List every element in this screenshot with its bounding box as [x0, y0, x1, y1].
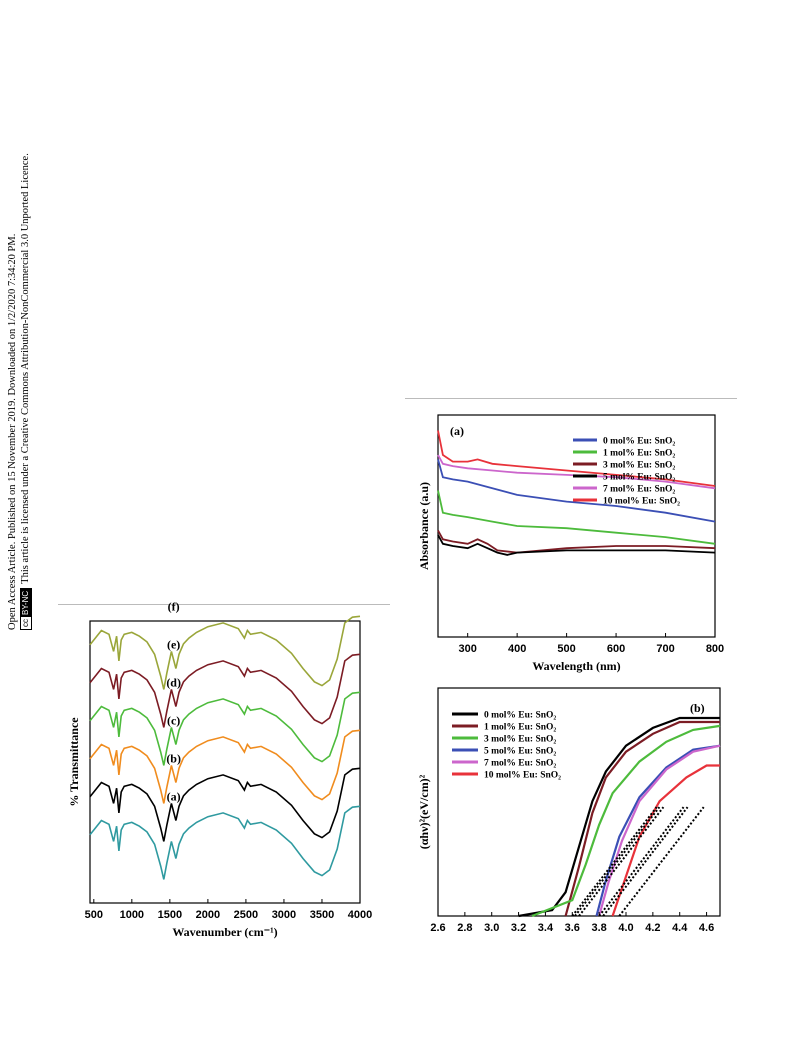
abs-series-line: [437, 459, 716, 523]
ftir-xtick-label: 3500: [310, 909, 334, 921]
ftir-xtick-label: 1500: [158, 909, 182, 921]
abs-xtick-label: 600: [607, 643, 625, 655]
licence-line-text: This article is licensed under a Creativ…: [20, 153, 31, 584]
ftir-xtick-label: 3000: [272, 909, 296, 921]
ftir-series-label: (c): [167, 713, 180, 727]
abs-frame: [437, 414, 716, 638]
ftir-frame: [89, 620, 361, 904]
abs-legend-entry: 3 mol% Eu: SnO₂: [603, 461, 675, 471]
tauc-series-line: [598, 744, 721, 917]
tauc-xtick-label: 3.0: [484, 922, 499, 934]
tauc-series-line: [531, 724, 721, 918]
ftir-series-line: [89, 729, 361, 804]
ftir-series-label: (a): [167, 789, 181, 803]
tauc-xtick-label: 4.6: [699, 922, 714, 934]
abs-series-line: [437, 529, 716, 554]
abs-series-line: [437, 430, 716, 487]
tauc-xtick-label: 4.0: [618, 922, 633, 934]
abs-xlabel: Wavelength (nm): [532, 659, 620, 673]
abs-legend-entry: 7 mol% Eu: SnO₂: [603, 485, 675, 495]
tauc-panel-label: (b): [690, 701, 705, 715]
abs-series-line: [437, 454, 716, 490]
access-line: Open Access Article. Published on 15 Nov…: [7, 233, 18, 630]
abs-legend-entry: 1 mol% Eu: SnO₂: [603, 449, 675, 459]
tauc-series-line: [564, 720, 720, 917]
ftir-series-label: (e): [167, 637, 180, 651]
tauc-legend-entry: 1 mol% Eu: SnO₂: [484, 723, 556, 733]
tauc-fit-line: [578, 806, 665, 917]
abs-ylabel: Absorbance (a.u): [417, 482, 431, 570]
ftir-xtick-label: 2500: [234, 909, 258, 921]
tauc-legend-entry: 3 mol% Eu: SnO₂: [484, 735, 556, 745]
abs-xtick-label: 800: [706, 643, 724, 655]
cc-badge-text: cc: [20, 619, 30, 627]
ftir-series-label: (b): [166, 751, 181, 765]
ftir-chart: (f) (e) (d) (c) (b) (a) 500 1000 1500 2000 2500 300…: [67, 599, 372, 939]
tauc-ylabel: (αhν)²(eV/cm)²: [417, 774, 431, 849]
cc-badge-terms: BY-NC: [20, 588, 31, 617]
abs-series-line: [437, 490, 716, 545]
cc-by-nc-icon: cc BY-NC: [19, 587, 32, 630]
absorbance-plot-area: 300 400 500 600 700 800 Wavelength (nm) Absorba…: [417, 414, 724, 673]
tauc-fit-line: [574, 806, 661, 917]
licence-sidebar: Open Access Article. Published on 15 Nov…: [6, 110, 42, 630]
tauc-fit-line: [571, 806, 658, 917]
tauc-fit-line: [602, 806, 689, 917]
tauc-xtick-label: 4.4: [672, 922, 688, 934]
ftir-xtick-label: 1000: [120, 909, 144, 921]
tauc-xtick-label: 3.8: [591, 922, 606, 934]
abs-xtick-label: 300: [458, 643, 476, 655]
ftir-series-line: [89, 653, 361, 728]
ftir-series-label: (d): [166, 675, 181, 689]
abs-xtick-label: 700: [656, 643, 674, 655]
abs-legend-entry: 10 mol% Eu: SnO₂: [603, 497, 680, 507]
abs-xtick-label: 500: [557, 643, 575, 655]
tauc-xtick-label: 3.4: [538, 922, 554, 934]
tauc-fit-line: [618, 806, 705, 917]
tauc-legend-entry: 10 mol% Eu: SnO₂: [484, 771, 561, 781]
tauc-series-line: [518, 716, 720, 918]
licence-text-block: Open Access Article. Published on 15 Nov…: [6, 110, 42, 630]
ftir-xtick-label: 4000: [348, 909, 372, 921]
ftir-xtick-label: 2000: [196, 909, 220, 921]
tauc-xtick-label: 2.6: [430, 922, 445, 934]
tauc-fit-line: [598, 806, 685, 917]
tauc-xtick-label: 4.2: [645, 922, 660, 934]
tauc-xtick-label: 3.2: [511, 922, 526, 934]
abs-series-line: [437, 534, 716, 556]
divider-left: [58, 604, 390, 605]
tauc-xtick-label: 2.8: [457, 922, 472, 934]
ftir-series-line: [89, 691, 361, 766]
tauc-series-line: [611, 764, 720, 917]
abs-xtick-label: 400: [508, 643, 526, 655]
ftir-series-line: [89, 767, 361, 842]
tauc-legend-entry: 0 mol% Eu: SnO₂: [484, 711, 556, 721]
tauc-legend-entry: 7 mol% Eu: SnO₂: [484, 759, 556, 769]
abs-legend-entry: 0 mol% Eu: SnO₂: [603, 437, 675, 447]
tauc-legend-entry: 5 mol% Eu: SnO₂: [484, 747, 556, 757]
absorbance-chart: 300 400 500 600 700 800 Wavelength (nm) Absorba…: [417, 414, 724, 673]
ftir-series-line: [89, 615, 361, 690]
divider-right: [405, 398, 737, 399]
ftir-xtick-label: 500: [85, 909, 103, 921]
ftir-plot-area: (f) (e) (d) (c) (b) (a) 500 1000 1500 2000 2500 300…: [67, 599, 372, 939]
tauc-plot-area: 2.6 2.8 3.0 3.2 3.4 3.6 3.8 4.0 4.2 4.4 4.6 (αhν)²(…: [417, 687, 721, 934]
ftir-ylabel-drawn: % Transmittance: [67, 717, 81, 807]
abs-panel-label: (a): [450, 424, 464, 438]
licence-line: cc BY-NC This article is licensed under a …: [19, 110, 32, 630]
ftir-series-label: (f): [168, 599, 180, 613]
tauc-chart: 2.6 2.8 3.0 3.2 3.4 3.6 3.8 4.0 4.2 4.4 4.6 (αhν)²(…: [417, 687, 721, 934]
ftir-xlabel: Wavenumber (cm⁻¹): [172, 925, 277, 939]
ftir-series-line: [89, 805, 361, 880]
tauc-series-line: [595, 744, 721, 917]
abs-legend-entry: 5 mol% Eu: SnO₂: [603, 473, 675, 483]
tauc-xtick-label: 3.6: [565, 922, 580, 934]
